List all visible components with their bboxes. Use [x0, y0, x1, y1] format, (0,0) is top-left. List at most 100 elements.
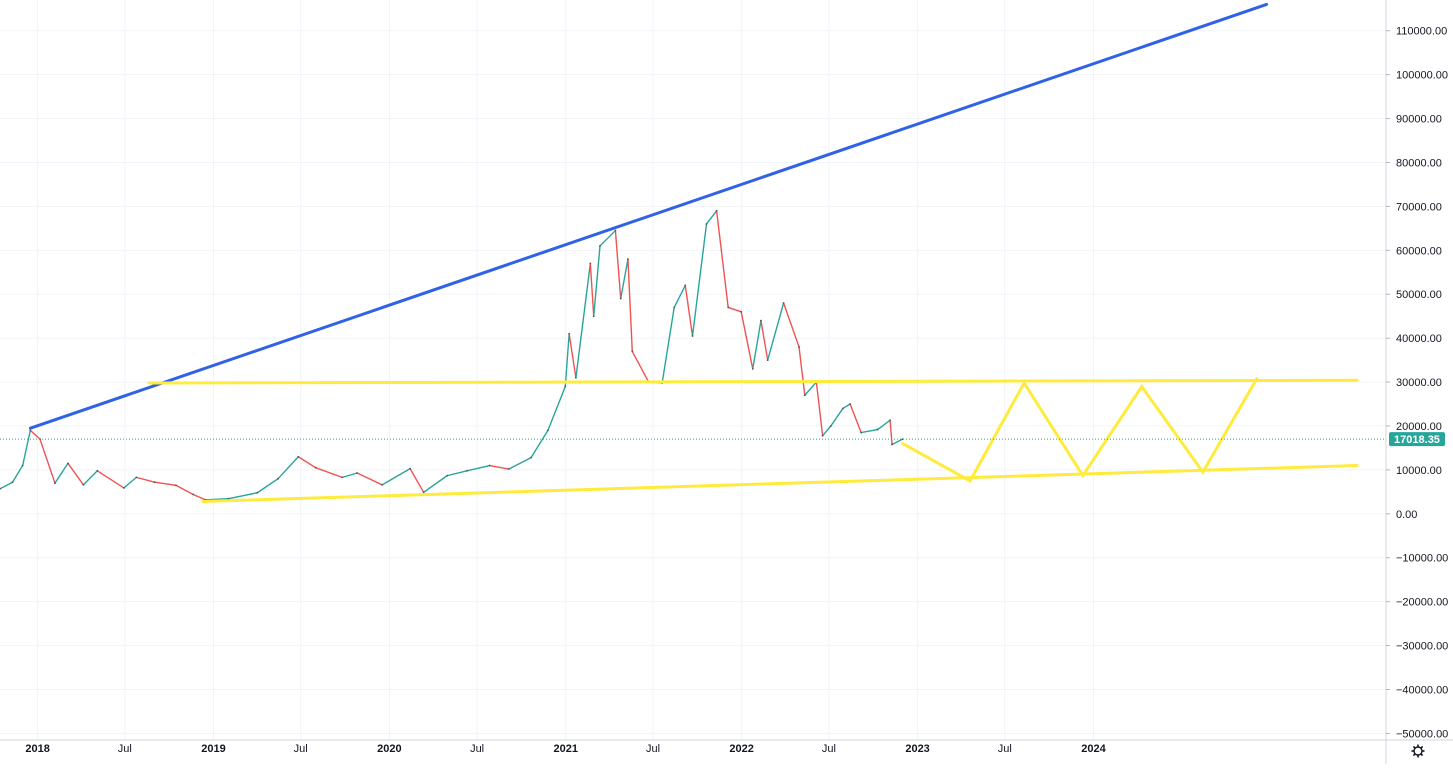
price-series-segment: [752, 319, 762, 370]
price-series-segment: [599, 229, 617, 247]
price-point: [782, 302, 785, 304]
price-series-segment: [29, 429, 41, 440]
y-tick-label: −10000.00: [1396, 553, 1448, 565]
price-series-segment: [715, 210, 729, 309]
y-tick-label: 90000.00: [1396, 114, 1442, 126]
price-point: [530, 456, 532, 459]
gear-icon[interactable]: [1411, 744, 1425, 758]
price-series-segment: [21, 429, 32, 467]
price-series-segment: [11, 464, 24, 483]
price-series-segment: [766, 302, 785, 361]
x-tick-label: 2023: [905, 743, 929, 755]
price-series-segment: [314, 467, 343, 479]
trendline[interactable]: [201, 464, 1359, 503]
price-series-segment: [54, 462, 69, 484]
price-series-segment: [593, 245, 601, 317]
price-series-segment: [661, 306, 675, 384]
price-series-segment: [804, 381, 818, 396]
price-point: [740, 310, 743, 313]
price-series-segment: [684, 284, 694, 337]
price-series-segment: [575, 262, 592, 379]
x-tick-label: 2024: [1081, 743, 1106, 755]
price-series-segment: [568, 333, 577, 379]
price-point: [409, 467, 412, 470]
price-series-segment: [614, 229, 622, 300]
price-series-segment: [67, 462, 85, 486]
price-point: [11, 481, 14, 484]
price-point: [192, 493, 195, 496]
price-series-segment: [175, 484, 194, 496]
x-tick-label: 2019: [201, 743, 225, 755]
price-point: [356, 472, 359, 474]
price-series-segment: [123, 476, 138, 489]
price-point: [727, 306, 730, 309]
trendline[interactable]: [901, 377, 1259, 483]
price-series-segment: [547, 385, 566, 432]
price-point: [619, 297, 622, 300]
price-series-segment: [891, 438, 904, 446]
price-series-segment: [297, 456, 317, 469]
price-series-segment: [153, 481, 177, 486]
price-series-segment: [760, 319, 769, 361]
price-point: [446, 474, 449, 477]
price-series-segment: [39, 438, 56, 484]
price-point: [82, 483, 85, 486]
x-tick-label: Jul: [294, 743, 308, 755]
price-series-segment: [876, 419, 891, 431]
price-series-segment: [381, 467, 411, 486]
y-tick-label: 60000.00: [1396, 245, 1442, 257]
x-tick-label: 2018: [25, 743, 49, 755]
price-point: [705, 223, 708, 225]
y-tick-label: −50000.00: [1396, 728, 1448, 740]
last-price-label: 17018.35: [1394, 434, 1440, 446]
y-tick-label: 0.00: [1396, 509, 1417, 521]
y-tick-label: 20000.00: [1396, 421, 1442, 433]
price-point: [466, 469, 468, 472]
x-tick-label: Jul: [118, 743, 132, 755]
y-tick-label: −20000.00: [1396, 597, 1448, 609]
price-point: [175, 484, 177, 487]
price-series-segment: [830, 407, 844, 427]
price-point: [841, 407, 844, 410]
y-tick-label: 30000.00: [1396, 377, 1442, 389]
price-series-segment: [740, 311, 754, 370]
price-series-segment: [860, 428, 879, 434]
price-series-segment: [849, 403, 862, 434]
price-point: [488, 464, 491, 467]
x-tick-label: 2020: [377, 743, 401, 755]
price-series-segment: [422, 474, 448, 494]
price-point: [227, 497, 230, 500]
price-point: [876, 428, 879, 431]
price-series-segment: [508, 456, 532, 470]
price-point: [684, 284, 687, 287]
price-point: [760, 319, 762, 322]
y-tick-label: 110000.00: [1396, 26, 1447, 38]
price-series-segment: [227, 492, 259, 500]
price-series-segment: [691, 223, 708, 337]
y-tick-label: 70000.00: [1396, 201, 1442, 213]
price-series-segment: [798, 346, 806, 396]
price-point: [67, 462, 69, 465]
price-point: [297, 455, 300, 458]
x-tick-label: 2021: [554, 743, 578, 755]
price-point: [54, 482, 56, 484]
price-point: [891, 443, 893, 446]
trendline[interactable]: [147, 378, 1359, 385]
gear-icon-tooth: [1420, 753, 1424, 757]
trendline[interactable]: [28, 2, 1268, 430]
price-series-segment: [530, 429, 549, 459]
price-point: [256, 491, 259, 494]
price-point: [673, 306, 676, 309]
price-series-segment: [277, 456, 300, 480]
y-tick-label: 50000.00: [1396, 289, 1442, 301]
price-series-segment: [204, 497, 230, 501]
x-tick-label: Jul: [646, 743, 660, 755]
price-point: [766, 359, 769, 362]
x-tick-label: 2022: [729, 743, 753, 755]
price-series-segment: [466, 464, 491, 472]
price-series-segment: [705, 210, 718, 225]
price-series-segment: [821, 425, 832, 437]
gear-icon-tooth: [1420, 745, 1424, 749]
